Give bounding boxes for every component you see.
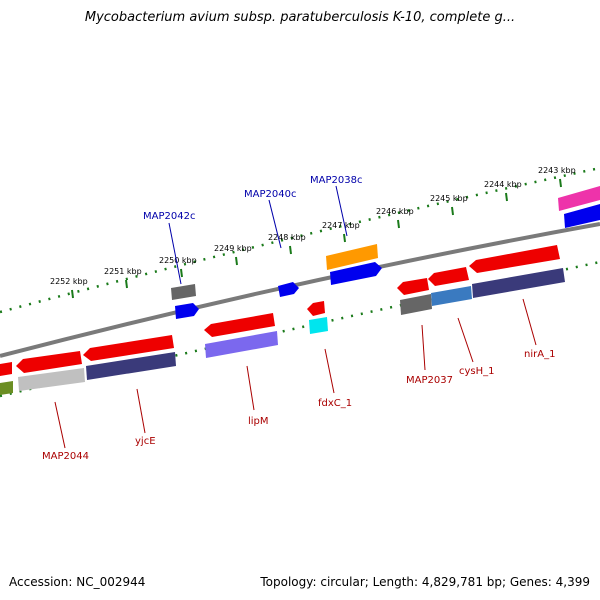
feature-nira1-red[interactable] [469,245,560,273]
gene-label-map2040c: MAP2040c [244,189,296,200]
feature-fdxc1[interactable] [309,317,328,334]
reverse-gene-labels: MAP2044 yjcE lipM fdxC_1 MAP2037 cysH_1 … [42,349,555,462]
feature-map2037-red[interactable] [397,278,429,295]
genome-backbone [0,222,600,358]
gene-label-lipm: lipM [248,416,269,427]
tick-label: 2245 kbp [430,194,468,203]
forward-gene-labels: MAP2042c MAP2040c MAP2038c [143,175,362,222]
leader-map2044 [54,401,66,449]
tick-mark [71,289,74,299]
feature-map2038c-orange[interactable] [326,244,378,270]
gene-label-cysh1: cysH_1 [459,366,495,377]
tick-label: 2246 kbp [376,207,414,216]
tick-label: 2249 kbp [214,244,252,253]
feature-fdxc1-red[interactable] [307,301,325,316]
feature-map2040c[interactable] [278,282,299,297]
tick-mark [505,192,508,202]
gene-label-nira1: nirA_1 [524,349,555,360]
tick-mark [180,268,183,278]
feature-map2037[interactable] [400,294,432,315]
topology-text: Topology: circular; Length: 4,829,781 bp… [260,575,590,589]
tick-mark [125,279,128,289]
tick-label: 2250 kbp [159,256,197,265]
gene-label-map2037: MAP2037 [406,375,453,386]
leader-nira1 [522,298,537,346]
leader-cysh1 [457,317,474,363]
gene-label-yjce: yjcE [135,436,156,447]
feature-map2038c[interactable] [330,262,382,285]
feature-map2042c[interactable] [175,303,199,319]
feature-lipm[interactable] [205,331,278,358]
feature-pink-right[interactable] [558,186,600,211]
accession-text: Accession: NC_002944 [9,575,146,589]
feature-red-left[interactable] [0,362,12,376]
feature-cysh1-red[interactable] [428,267,469,286]
feature-olive-left[interactable] [0,381,13,395]
gene-label-map2038c: MAP2038c [310,175,362,186]
leader-map2040c [268,199,282,249]
feature-cysh1-blue[interactable] [431,286,472,306]
feature-map2044[interactable] [18,368,85,391]
tick-label: 2243 kbp [538,166,576,175]
upper-tick-rail [0,166,600,314]
leader-map2042c [168,222,182,285]
tick-label: 2247 kbp [322,221,360,230]
map-title: Mycobacterium avium subsp. paratuberculo… [84,10,516,25]
reverse-features [0,245,565,395]
feature-yjce-red[interactable] [83,335,174,361]
tick-mark [451,206,454,216]
tick-mark [343,233,346,243]
leader-yjce [136,388,146,434]
upper-tick-dots [0,166,600,314]
tick-mark [559,178,562,188]
tick-label: 2251 kbp [104,267,142,276]
leader-map2037 [421,324,426,371]
forward-features [171,186,600,319]
feature-map2044-red[interactable] [16,351,82,373]
gene-label-map2042c: MAP2042c [143,211,195,222]
leader-lipm [246,365,255,411]
leader-fdxc1 [324,348,335,394]
tick-mark [289,245,292,255]
feature-lipm-red[interactable] [204,313,275,337]
tick-mark [235,256,238,266]
leader-map2038c [335,185,348,237]
tick-label: 2244 kbp [484,180,522,189]
kbp-ticks: 2243 kbp 2244 kbp 2245 kbp 2246 kbp 2247 kbp… [50,166,576,299]
gene-label-fdxc1: fdxC_1 [318,398,352,409]
feature-nira1[interactable] [472,268,565,298]
tick-label: 2248 kbp [268,233,306,242]
feature-yjce[interactable] [86,352,176,380]
gene-label-map2044: MAP2044 [42,451,89,462]
feature-blue-right[interactable] [564,204,600,228]
leader-lines [54,185,537,449]
tick-mark [397,219,400,229]
tick-label: 2252 kbp [50,277,88,286]
feature-map2042c-gray[interactable] [171,284,196,300]
